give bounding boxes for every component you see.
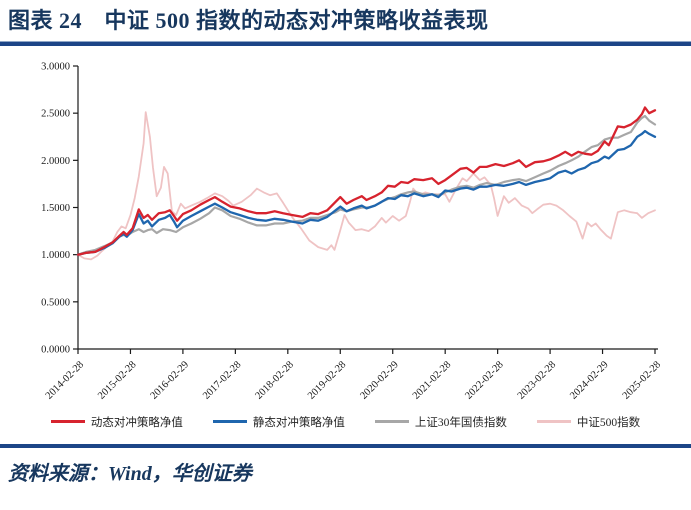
series-line-2 [76, 114, 657, 256]
x-axis-label: 2020-02-29 [358, 359, 400, 401]
x-axis-label: 2024-02-29 [568, 359, 610, 401]
legend-swatch-0 [50, 420, 85, 424]
x-axis-label: 2014-02-28 [44, 359, 86, 401]
x-axis-label: 2016-02-29 [149, 359, 191, 401]
legend-item-2: 上证30年国债指数 [374, 414, 507, 430]
x-axis-label: 2019-02-28 [306, 359, 348, 401]
x-axis-label: 2018-02-28 [254, 359, 296, 401]
legend-item-1: 静态对冲策略净值 [212, 414, 345, 430]
y-axis-label: 1.5000 [41, 203, 70, 214]
y-axis-label: 1.0000 [41, 250, 70, 261]
title-divider [0, 40, 691, 46]
y-axis-label: 2.0000 [41, 155, 70, 166]
chart-legend: 动态对冲策略净值 静态对冲策略净值 上证30年国债指数 中证500指数 [0, 412, 691, 432]
x-axis-label: 2025-02-28 [621, 359, 663, 401]
legend-item-3: 中证500指数 [536, 414, 641, 430]
chart-area: 0.0000 0.5000 1.0000 1.5000 2.0000 2.5000 3.00… [0, 46, 691, 432]
series-line-0 [76, 105, 657, 256]
y-axis-label: 0.5000 [41, 297, 70, 308]
figure-title: 图表 24 中证 500 指数的动态对冲策略收益表现 [8, 8, 489, 33]
footer-divider [0, 443, 691, 448]
legend-swatch-3 [536, 420, 571, 424]
legend-swatch-1 [212, 420, 247, 424]
series-line-3 [77, 110, 656, 260]
data-source: 资料来源：Wind，华创证券 [8, 462, 252, 485]
y-axis-label: 3.0000 [41, 61, 70, 72]
legend-swatch-2 [374, 420, 409, 424]
legend-label-0: 动态对冲策略净值 [90, 416, 183, 429]
x-axis-label: 2015-02-28 [96, 359, 138, 401]
series-line-1 [76, 129, 657, 256]
x-axis-label: 2021-02-28 [411, 359, 453, 401]
legend-item-0: 动态对冲策略净值 [50, 414, 183, 430]
x-axis-label: 2017-02-28 [201, 359, 243, 401]
y-axis-label: 2.5000 [41, 108, 70, 119]
legend-label-3: 中证500指数 [576, 416, 641, 429]
legend-label-2: 上证30年国债指数 [414, 416, 507, 429]
y-axis-label: 0.0000 [41, 344, 70, 355]
x-axis-label: 2023-02-28 [516, 359, 558, 401]
line-chart: 0.0000 0.5000 1.0000 1.5000 2.0000 2.5000 3.00… [41, 61, 663, 401]
x-axis-label: 2022-02-28 [463, 359, 505, 401]
legend-label-1: 静态对冲策略净值 [252, 416, 345, 429]
